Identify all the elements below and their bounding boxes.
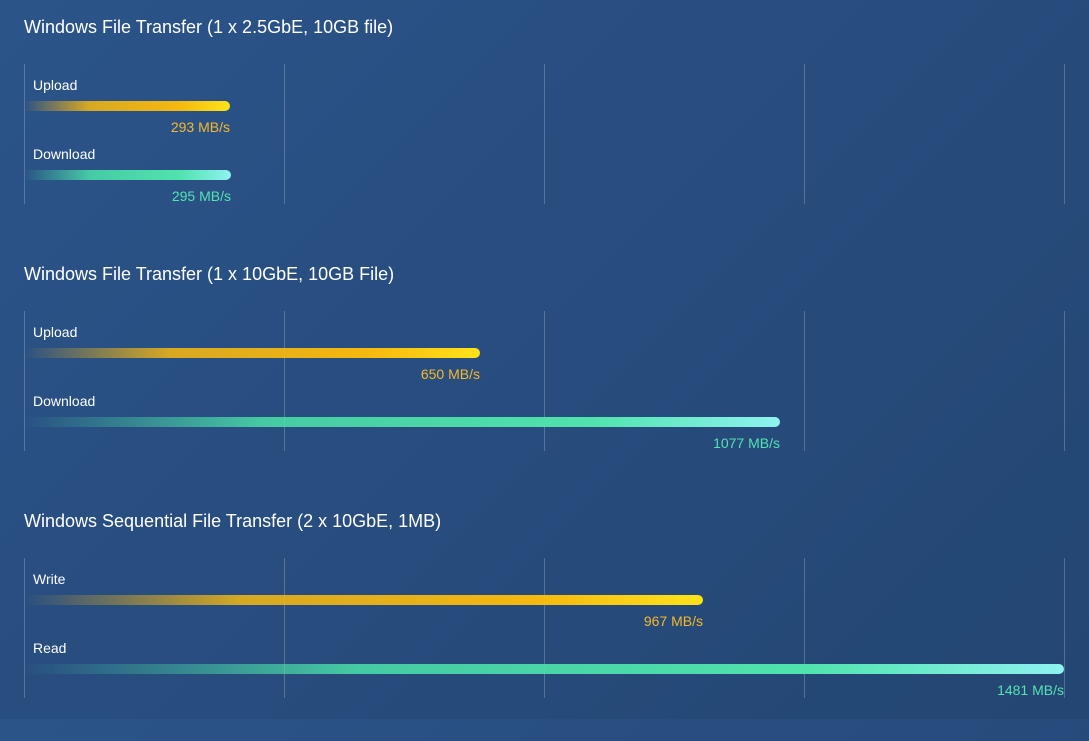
bar-value-label: 1077 MB/s xyxy=(713,435,780,451)
plot-area: Upload 293 MB/s Download 295 MB/s xyxy=(24,64,1065,204)
chart-title: Windows File Transfer (1 x 10GbE, 10GB F… xyxy=(24,264,395,284)
bar-upload xyxy=(24,595,703,605)
bar-download xyxy=(24,664,1064,674)
bar-value-label: 293 MB/s xyxy=(170,119,230,135)
bar-label: Write xyxy=(33,571,66,587)
plot-area: Write 967 MB/s Read 1481 MB/s xyxy=(24,558,1065,698)
chart-panel: Windows Sequential File Transfer (2 x 10… xyxy=(0,494,1089,741)
bar-upload xyxy=(24,101,230,111)
chart-title: Windows Sequential File Transfer (2 x 10… xyxy=(24,511,442,531)
gridline xyxy=(284,311,285,451)
gridline xyxy=(1064,64,1065,204)
chart-panel: Windows File Transfer (1 x 2.5GbE, 10GB … xyxy=(0,0,1089,247)
gridline xyxy=(24,311,25,451)
bar-label: Read xyxy=(33,640,67,656)
gridline xyxy=(24,64,25,204)
gridline xyxy=(284,558,285,698)
gridline xyxy=(544,311,545,451)
chart-title: Windows File Transfer (1 x 2.5GbE, 10GB … xyxy=(24,17,394,37)
gridline xyxy=(1064,311,1065,451)
bar-download xyxy=(24,170,231,180)
bar-label: Download xyxy=(33,393,96,409)
gridline xyxy=(24,558,25,698)
bar-download xyxy=(24,417,780,427)
bar-upload xyxy=(24,348,480,358)
bar-value-label: 1481 MB/s xyxy=(997,682,1064,698)
gridline xyxy=(544,64,545,204)
bar-label: Download xyxy=(33,146,96,162)
gridline xyxy=(1064,558,1065,698)
bar-value-label: 967 MB/s xyxy=(643,613,703,629)
chart-panel: Windows File Transfer (1 x 10GbE, 10GB F… xyxy=(0,247,1089,494)
plot-area: Upload 650 MB/s Download 1077 MB/s xyxy=(24,311,1065,451)
gridline xyxy=(544,558,545,698)
gridline xyxy=(804,558,805,698)
gridline xyxy=(804,311,805,451)
gridline xyxy=(804,64,805,204)
bar-label: Upload xyxy=(33,324,78,340)
gridline xyxy=(284,64,285,204)
bar-label: Upload xyxy=(33,77,78,93)
bar-value-label: 295 MB/s xyxy=(171,188,231,204)
bar-value-label: 650 MB/s xyxy=(420,366,480,382)
